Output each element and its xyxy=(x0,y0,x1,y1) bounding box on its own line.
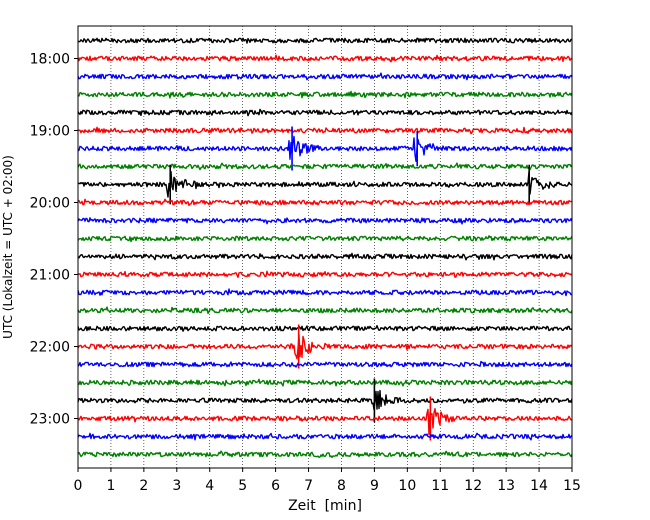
x-tick-label: 3 xyxy=(172,478,181,494)
x-axis: 0 1 2 3 4 5 6 7 8 9 10 11 12 13 14 15 xyxy=(74,468,581,494)
seismic-trace xyxy=(77,54,573,63)
seismic-trace xyxy=(77,360,573,368)
seismic-trace xyxy=(77,432,573,441)
x-tick-label: 5 xyxy=(238,478,247,494)
x-tick-label: 1 xyxy=(106,478,115,494)
y-tick-label: 22:00 xyxy=(30,340,70,356)
x-tick-label: 2 xyxy=(139,478,148,494)
seismic-trace xyxy=(77,217,573,225)
y-tick-label: 18:00 xyxy=(30,52,70,68)
x-tick-label: 4 xyxy=(205,478,214,494)
seismic-trace xyxy=(77,270,573,278)
y-axis-label: UTC (Lokalzeit = UTC + 02:00) xyxy=(1,155,15,339)
y-tick-label: 20:00 xyxy=(30,196,70,212)
x-tick-label: 7 xyxy=(304,478,313,494)
x-tick-label: 13 xyxy=(497,478,515,494)
seismic-trace xyxy=(77,162,573,171)
seismic-trace xyxy=(77,408,572,436)
x-tick-label: 14 xyxy=(530,478,548,494)
x-tick-label: 8 xyxy=(337,478,346,494)
seismic-trace xyxy=(77,334,573,360)
x-tick-label: 11 xyxy=(431,478,449,494)
plot-background xyxy=(78,26,572,468)
x-tick-label: 10 xyxy=(398,478,416,494)
seismic-trace xyxy=(77,37,573,44)
seismic-trace xyxy=(77,72,573,81)
x-tick-label: 9 xyxy=(370,478,379,494)
seismic-trace xyxy=(77,90,573,99)
seismic-trace xyxy=(77,235,573,243)
x-tick-label: 0 xyxy=(74,478,83,494)
x-tick-label: 6 xyxy=(271,478,280,494)
seismic-trace xyxy=(77,378,573,387)
y-tick-label: 19:00 xyxy=(30,124,70,140)
y-tick-label: 21:00 xyxy=(30,268,70,284)
trace-group xyxy=(77,37,573,459)
x-axis-label: Zeit [min] xyxy=(288,498,362,514)
y-axis: 18:00 19:00 20:00 21:00 22:00 23:00 xyxy=(30,52,78,428)
seismic-trace xyxy=(77,288,573,297)
seismic-trace xyxy=(77,170,573,198)
seismic-trace xyxy=(77,135,573,162)
x-tick-label: 15 xyxy=(563,478,581,494)
seismic-trace xyxy=(77,450,573,459)
seismic-trace xyxy=(77,198,573,207)
plot-frame xyxy=(77,25,573,469)
seismic-trace xyxy=(77,325,573,332)
seismic-trace xyxy=(77,389,573,411)
seismic-trace xyxy=(77,252,573,261)
seismic-trace xyxy=(77,306,573,315)
x-tick-label: 12 xyxy=(464,478,482,494)
seismic-trace xyxy=(77,108,573,117)
y-tick-label: 23:00 xyxy=(30,412,70,428)
seismic-trace xyxy=(77,126,573,135)
